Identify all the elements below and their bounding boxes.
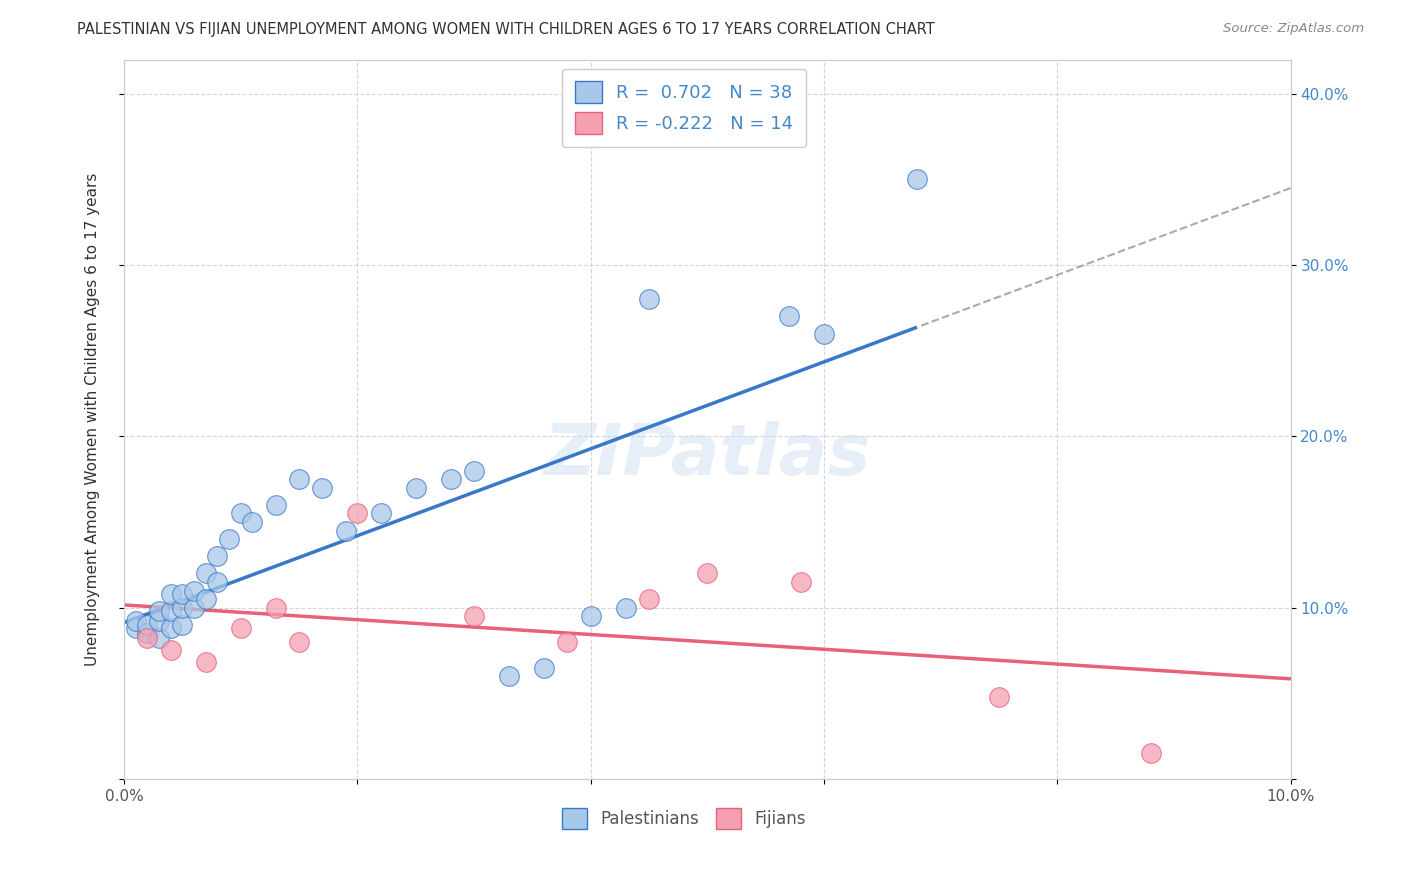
Point <box>183 600 205 615</box>
Point <box>778 310 800 324</box>
Point <box>159 643 181 657</box>
Point <box>159 621 181 635</box>
Point <box>159 604 181 618</box>
Point <box>194 566 217 581</box>
Point <box>136 626 159 640</box>
Point <box>136 632 159 646</box>
Point <box>987 690 1010 704</box>
Text: ZIPatlas: ZIPatlas <box>544 421 870 490</box>
Point <box>1139 746 1161 760</box>
Point <box>264 600 287 615</box>
Point <box>463 609 485 624</box>
Point <box>533 660 555 674</box>
Point <box>288 472 311 486</box>
Point <box>148 615 170 629</box>
Point <box>136 617 159 632</box>
Point <box>264 498 287 512</box>
Point <box>229 621 252 635</box>
Point <box>148 604 170 618</box>
Point <box>124 615 146 629</box>
Point <box>218 532 240 546</box>
Point <box>614 600 637 615</box>
Point <box>194 656 217 670</box>
Point <box>905 172 928 186</box>
Point <box>555 635 578 649</box>
Point <box>638 592 661 607</box>
Point <box>207 549 229 564</box>
Point <box>172 617 194 632</box>
Point <box>172 587 194 601</box>
Point <box>207 574 229 589</box>
Text: PALESTINIAN VS FIJIAN UNEMPLOYMENT AMONG WOMEN WITH CHILDREN AGES 6 TO 17 YEARS : PALESTINIAN VS FIJIAN UNEMPLOYMENT AMONG… <box>77 22 935 37</box>
Point <box>183 583 205 598</box>
Point <box>311 481 333 495</box>
Point <box>288 635 311 649</box>
Y-axis label: Unemployment Among Women with Children Ages 6 to 17 years: Unemployment Among Women with Children A… <box>86 172 100 666</box>
Point <box>335 524 357 538</box>
Point <box>498 669 520 683</box>
Point <box>813 326 835 341</box>
Point <box>463 464 485 478</box>
Point <box>789 574 811 589</box>
Point <box>240 515 263 529</box>
Legend: Palestinians, Fijians: Palestinians, Fijians <box>555 802 813 835</box>
Point <box>229 507 252 521</box>
Point <box>439 472 461 486</box>
Point <box>638 293 661 307</box>
Point <box>579 609 602 624</box>
Point <box>148 632 170 646</box>
Point <box>194 592 217 607</box>
Point <box>346 507 368 521</box>
Point <box>370 507 392 521</box>
Point <box>159 587 181 601</box>
Point <box>124 621 146 635</box>
Text: Source: ZipAtlas.com: Source: ZipAtlas.com <box>1223 22 1364 36</box>
Point <box>696 566 718 581</box>
Point <box>172 600 194 615</box>
Point <box>405 481 427 495</box>
